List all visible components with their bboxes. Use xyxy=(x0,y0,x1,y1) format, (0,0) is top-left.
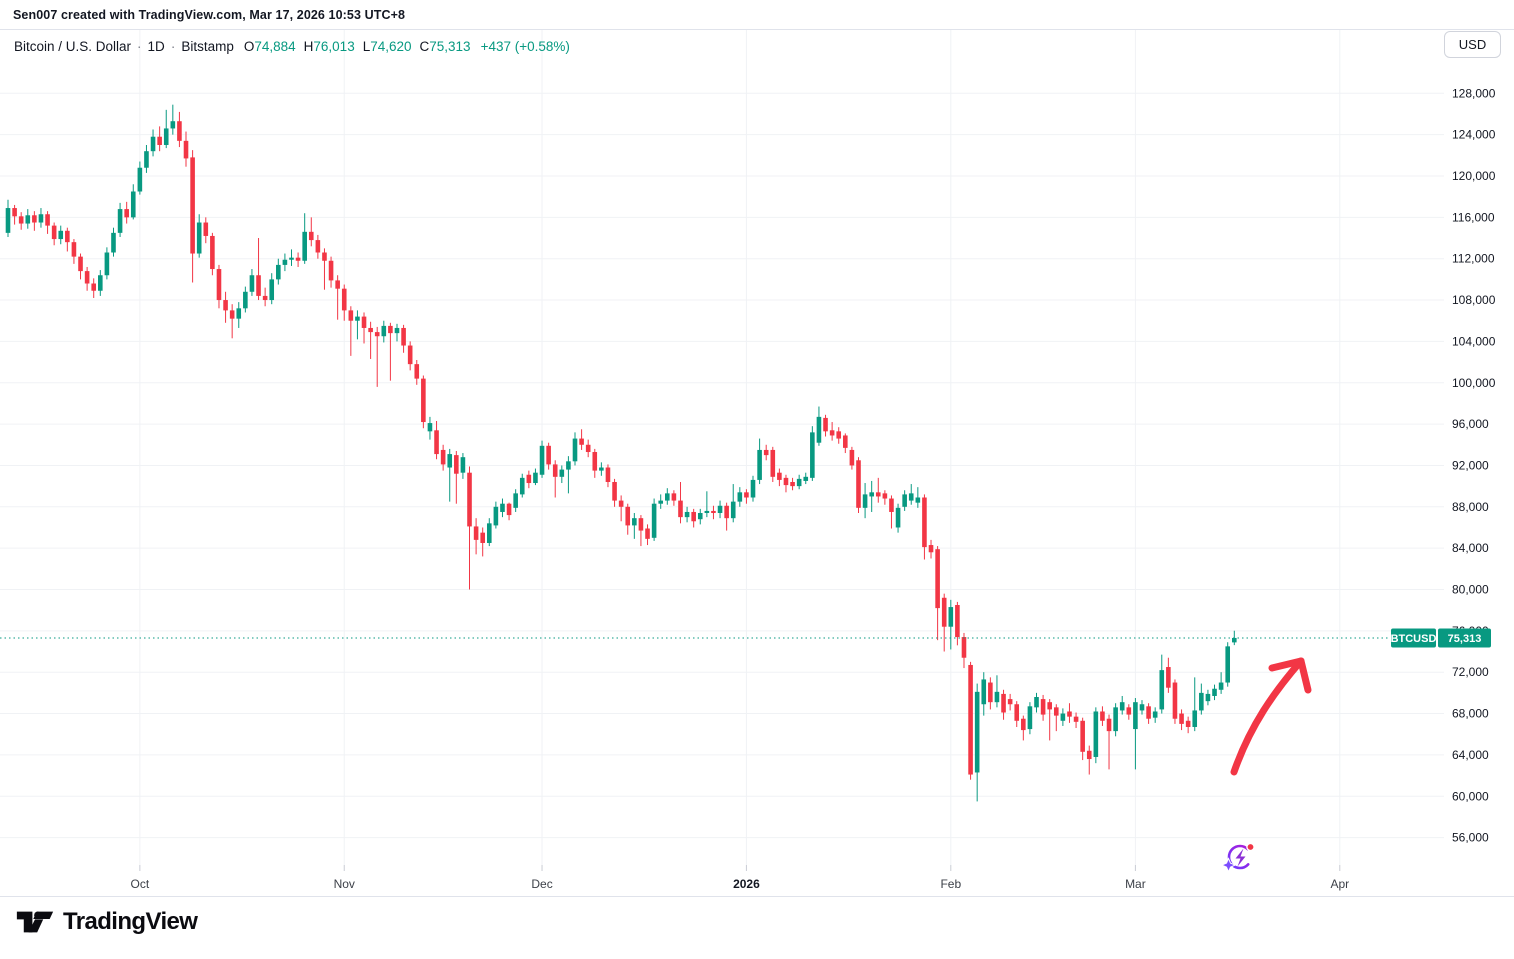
svg-text:Nov: Nov xyxy=(334,877,355,891)
trend-arrow-annotation[interactable] xyxy=(1230,657,1312,776)
tradingview-wordmark: TradingView xyxy=(63,908,198,935)
interval-label: 1D xyxy=(147,38,165,54)
svg-text:116,000: 116,000 xyxy=(1452,210,1495,224)
sparkle-icon xyxy=(1220,857,1237,873)
svg-text:108,000: 108,000 xyxy=(1452,293,1496,307)
svg-text:2026: 2026 xyxy=(733,877,760,891)
currency-toggle-button[interactable]: USD xyxy=(1444,31,1501,58)
notification-dot xyxy=(1246,842,1255,852)
svg-text:56,000: 56,000 xyxy=(1452,831,1489,845)
exchange-label: Bitstamp xyxy=(181,38,234,54)
gridlines xyxy=(0,30,1444,871)
svg-text:92,000: 92,000 xyxy=(1452,458,1489,472)
symbol-legend: Bitcoin / U.S. Dollar · 1D · Bitstamp O7… xyxy=(14,36,570,56)
attribution-bar: Sen007 created with TradingView.com, Mar… xyxy=(0,0,1514,30)
svg-text:88,000: 88,000 xyxy=(1452,500,1489,514)
svg-text:Mar: Mar xyxy=(1125,877,1146,891)
lightning-bolt-icon xyxy=(1235,848,1246,867)
svg-text:104,000: 104,000 xyxy=(1452,334,1496,348)
svg-text:Apr: Apr xyxy=(1330,877,1349,891)
symbol-name[interactable]: Bitcoin / U.S. Dollar xyxy=(14,38,132,54)
last-price-label: BTCUSD 75,313 xyxy=(1391,628,1491,648)
svg-text:Oct: Oct xyxy=(131,877,150,891)
legend-separator: · xyxy=(170,38,176,54)
svg-text:60,000: 60,000 xyxy=(1452,789,1489,803)
svg-text:120,000: 120,000 xyxy=(1452,169,1496,183)
chart-bottom-border xyxy=(0,896,1514,897)
svg-text:68,000: 68,000 xyxy=(1452,707,1489,721)
legend-separator: · xyxy=(137,38,142,54)
svg-text:Dec: Dec xyxy=(531,877,552,891)
tradingview-logo-link[interactable]: TradingView xyxy=(16,907,198,937)
price-axis-labels: 56,00060,00064,00068,00072,00076,00080,0… xyxy=(1452,86,1496,844)
ohlc-high: H76,013 xyxy=(303,38,355,54)
change-readout: +437 (+0.58%) xyxy=(480,38,570,54)
svg-text:Feb: Feb xyxy=(940,877,961,891)
attribution-text: Sen007 created with TradingView.com, Mar… xyxy=(13,7,406,22)
ohlc-close: C75,313 xyxy=(419,38,471,54)
candlestick-series xyxy=(5,104,1237,802)
tradingview-logo-mark xyxy=(16,911,54,933)
svg-text:80,000: 80,000 xyxy=(1452,583,1489,597)
svg-text:64,000: 64,000 xyxy=(1452,748,1489,762)
svg-text:BTCUSD: BTCUSD xyxy=(1391,633,1437,645)
ai-spark-lightning-icon[interactable] xyxy=(1220,842,1255,873)
svg-text:84,000: 84,000 xyxy=(1452,541,1489,555)
svg-text:72,000: 72,000 xyxy=(1452,665,1489,679)
svg-text:124,000: 124,000 xyxy=(1452,128,1496,142)
ohlc-readout: O74,884 H76,013 L74,620 C75,313 +437 (+0… xyxy=(244,39,570,54)
svg-text:128,000: 128,000 xyxy=(1452,86,1496,100)
svg-text:112,000: 112,000 xyxy=(1452,252,1495,266)
svg-text:75,313: 75,313 xyxy=(1448,633,1482,645)
svg-text:96,000: 96,000 xyxy=(1452,417,1489,431)
ohlc-open: O74,884 xyxy=(243,38,296,54)
time-axis-labels: Oct Nov Dec 2026 Feb Mar Apr xyxy=(131,877,1350,891)
ohlc-low: L74,620 xyxy=(362,38,412,54)
svg-text:100,000: 100,000 xyxy=(1452,376,1496,390)
